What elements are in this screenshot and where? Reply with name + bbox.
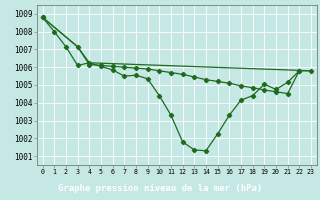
Text: Graphe pression niveau de la mer (hPa): Graphe pression niveau de la mer (hPa) — [58, 184, 262, 193]
